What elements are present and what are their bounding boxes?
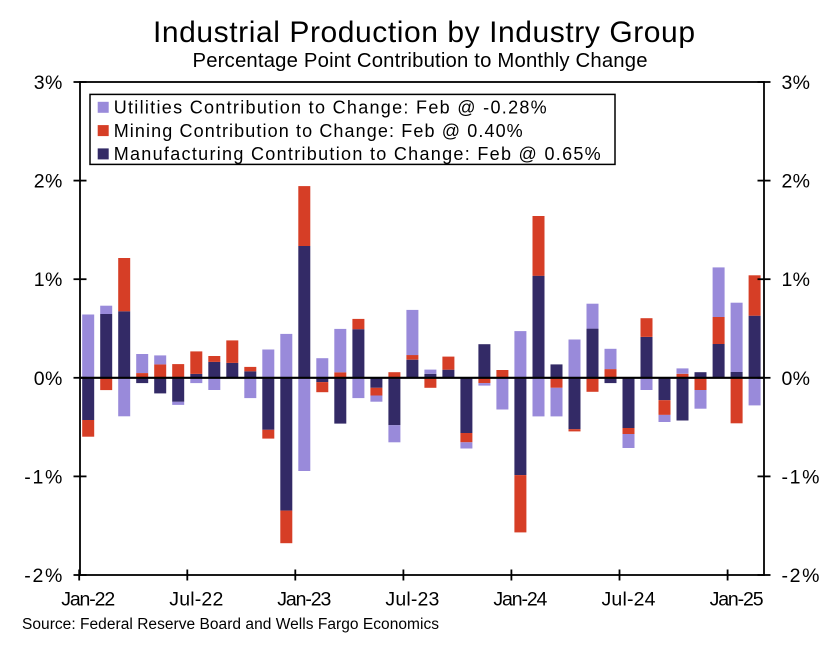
svg-text:Mining Contribution to Change:: Mining Contribution to Change: Feb @ 0.4…: [114, 121, 523, 141]
svg-text:0%: 0%: [34, 368, 63, 390]
svg-text:3%: 3%: [782, 72, 811, 94]
svg-text:2%: 2%: [782, 171, 811, 193]
svg-text:3%: 3%: [34, 72, 63, 94]
svg-text:-1%: -1%: [782, 466, 820, 488]
svg-text:-2%: -2%: [24, 565, 62, 587]
svg-text:-2%: -2%: [782, 565, 820, 587]
svg-text:1%: 1%: [34, 269, 63, 291]
svg-text:2%: 2%: [34, 171, 63, 193]
svg-text:Industrial Production by Indus: Industrial Production by Industry Group: [153, 16, 695, 49]
svg-text:0%: 0%: [782, 368, 811, 390]
svg-text:-1%: -1%: [24, 466, 62, 488]
svg-text:Jan-22: Jan-22: [61, 589, 115, 611]
svg-text:Jan-25: Jan-25: [710, 589, 764, 611]
svg-text:Jul-22: Jul-22: [169, 589, 223, 611]
svg-text:Jan-24: Jan-24: [493, 589, 547, 611]
svg-text:Percentage Point Contribution: Percentage Point Contribution to Monthly…: [193, 50, 648, 72]
svg-text:Jul-23: Jul-23: [385, 589, 439, 611]
svg-text:Utilities Contribution to Chan: Utilities Contribution to Change: Feb @ …: [114, 98, 547, 118]
svg-text:Manufacturing Contribution to: Manufacturing Contribution to Change: Fe…: [114, 144, 601, 164]
svg-text:Jul-24: Jul-24: [602, 589, 656, 611]
svg-text:1%: 1%: [782, 269, 811, 291]
svg-text:Source: Federal Reserve Board: Source: Federal Reserve Board and Wells …: [22, 616, 439, 633]
svg-text:Jan-23: Jan-23: [277, 589, 331, 611]
